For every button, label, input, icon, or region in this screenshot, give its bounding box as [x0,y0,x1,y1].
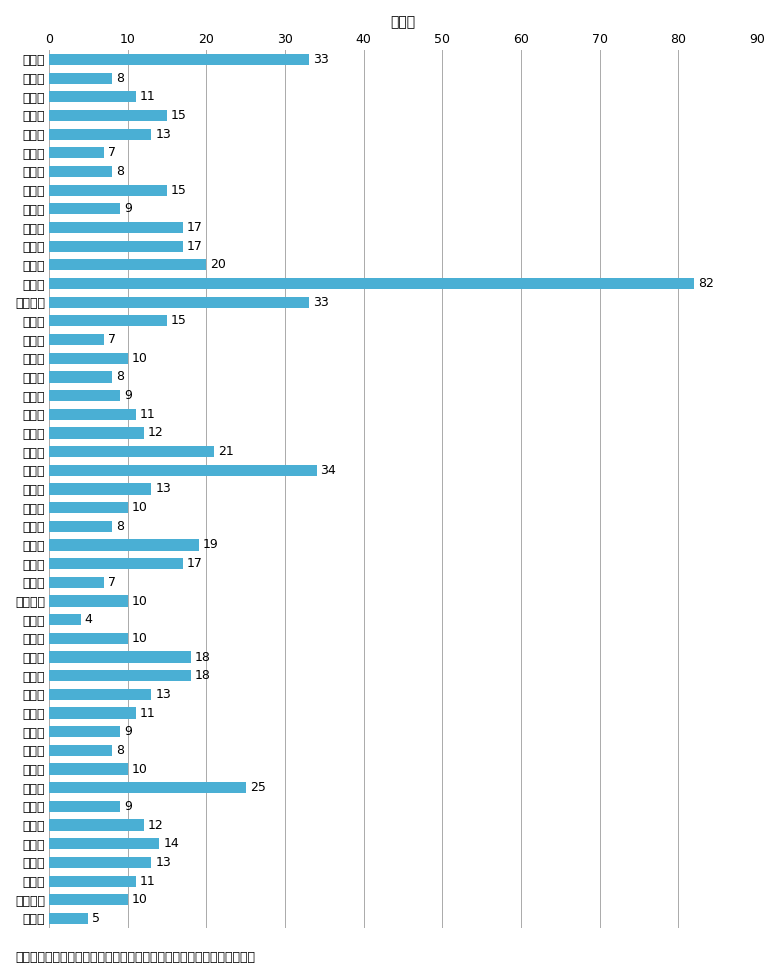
Text: 15: 15 [171,109,187,122]
Bar [49,596,128,607]
Text: 13: 13 [155,482,171,496]
Bar [49,838,159,850]
Text: 7: 7 [108,575,116,589]
Bar [49,633,128,644]
Text: 12: 12 [147,818,163,832]
Text: 17: 17 [187,240,203,253]
Text: 11: 11 [140,875,155,887]
Bar [49,128,151,140]
Bar [49,371,112,383]
Bar [49,782,246,793]
Text: 5: 5 [92,912,101,925]
Bar [49,91,136,102]
Text: 10: 10 [132,632,147,644]
Bar [49,521,112,532]
Text: 8: 8 [116,165,124,178]
Bar [49,483,151,495]
Bar [49,614,80,625]
Bar [49,670,191,681]
Bar [49,241,183,252]
Text: 8: 8 [116,72,124,85]
Text: 17: 17 [187,221,203,234]
Text: 8: 8 [116,370,124,383]
Text: 10: 10 [132,893,147,906]
Text: 8: 8 [116,744,124,757]
Text: 出典：広域災害救急医療情報システムホームページをもとに内閣府作成: 出典：広域災害救急医療情報システムホームページをもとに内閣府作成 [16,952,256,964]
Bar [49,876,136,886]
Bar [49,576,105,588]
Text: 18: 18 [195,669,211,682]
Text: 10: 10 [132,502,147,514]
Bar [49,296,309,308]
Bar [49,408,136,420]
Text: 18: 18 [195,650,211,664]
Text: 10: 10 [132,763,147,776]
Text: 19: 19 [203,538,218,551]
Text: 11: 11 [140,90,155,103]
Bar [49,203,120,215]
Bar [49,147,105,158]
Bar [49,222,183,233]
Text: 15: 15 [171,314,187,328]
Bar [49,428,144,438]
Text: 9: 9 [124,202,132,216]
Text: 13: 13 [155,856,171,869]
Text: 9: 9 [124,389,132,402]
Bar [49,801,120,812]
Bar [49,260,207,270]
Text: 15: 15 [171,184,187,196]
Bar [49,465,317,476]
Bar [49,73,112,84]
Text: 7: 7 [108,147,116,159]
Text: 11: 11 [140,408,155,421]
Bar [49,558,183,570]
Text: 8: 8 [116,520,124,533]
Bar [49,651,191,663]
Text: 9: 9 [124,725,132,738]
Text: 9: 9 [124,800,132,813]
Bar [49,53,309,65]
Bar [49,502,128,513]
Bar [49,446,214,457]
Bar [49,819,144,831]
Text: 33: 33 [313,52,328,66]
Text: 82: 82 [698,277,714,290]
Text: 4: 4 [84,613,93,626]
Bar [49,353,128,364]
Bar [49,110,167,122]
Bar [49,166,112,177]
Bar [49,334,105,345]
Text: 10: 10 [132,595,147,608]
Text: 13: 13 [155,127,171,141]
Bar [49,894,128,905]
X-axis label: 病院数: 病院数 [391,15,416,29]
Text: 12: 12 [147,427,163,439]
Text: 20: 20 [211,259,226,271]
Bar [49,278,694,289]
Bar [49,708,136,718]
Text: 21: 21 [218,445,234,458]
Text: 25: 25 [250,781,266,794]
Text: 17: 17 [187,557,203,571]
Bar [49,185,167,195]
Text: 11: 11 [140,707,155,719]
Bar [49,763,128,775]
Bar [49,726,120,738]
Text: 34: 34 [321,464,336,477]
Bar [49,539,199,550]
Text: 10: 10 [132,352,147,364]
Bar [49,689,151,700]
Bar [49,315,167,327]
Text: 33: 33 [313,295,328,309]
Bar [49,857,151,868]
Bar [49,745,112,756]
Bar [49,913,88,924]
Bar [49,390,120,401]
Text: 7: 7 [108,333,116,346]
Text: 14: 14 [163,837,179,850]
Text: 13: 13 [155,688,171,701]
